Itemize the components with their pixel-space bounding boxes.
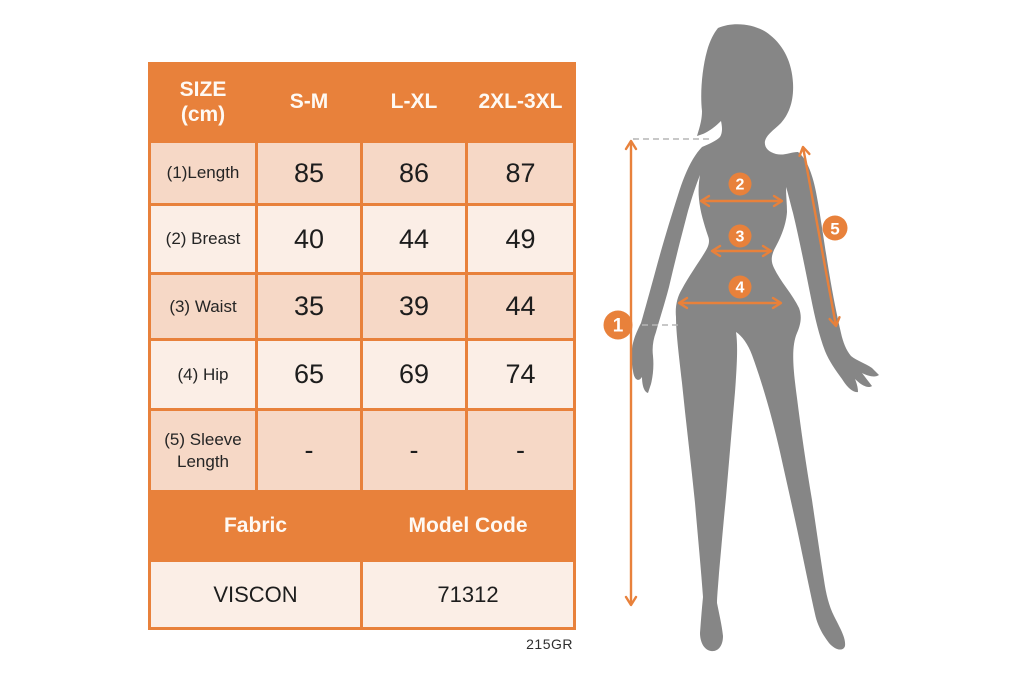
marker-3-number: 3 [736, 229, 745, 246]
weight-footnote: 215GR [526, 636, 573, 652]
marker-3: 3 [728, 224, 752, 248]
table-row-sleeve: (5) Sleeve Length - - - [148, 408, 576, 493]
column-header-2xl3xl: 2XL-3XL [465, 62, 576, 143]
size-header-label: SIZE (cm) [179, 78, 227, 126]
marker-2-number: 2 [736, 177, 745, 194]
breast-lxl-value: 44 [360, 203, 468, 275]
row-label-breast: (2) Breast [148, 203, 258, 275]
marker-2: 2 [728, 172, 752, 196]
model-code-value: 71312 [360, 559, 576, 630]
row-label-length: (1)Length [148, 140, 258, 206]
table-row-length: (1)Length 85 86 87 [148, 140, 576, 206]
length-2xl3xl-value: 87 [465, 140, 576, 206]
info-header-row: Fabric Model Code [148, 490, 576, 562]
sleeve-2xl3xl-value: - [465, 408, 576, 493]
hip-lxl-value: 69 [360, 338, 468, 411]
sleeve-sm-value: - [255, 408, 363, 493]
model-code-header: Model Code [360, 490, 576, 562]
row-label-hip: (4) Hip [148, 338, 258, 411]
marker-5: 5 [822, 215, 848, 241]
breast-2xl3xl-value: 49 [465, 203, 576, 275]
table-header-row: SIZE (cm) S-M L-XL 2XL-3XL [148, 62, 576, 143]
sleeve-lxl-value: - [360, 408, 468, 493]
table-row-waist: (3) Waist 35 39 44 [148, 272, 576, 341]
size-table: SIZE (cm) S-M L-XL 2XL-3XL (1)Length 85 … [148, 62, 576, 630]
info-value-row: VISCON 71312 [148, 559, 576, 630]
length-lxl-value: 86 [360, 140, 468, 206]
waist-lxl-value: 39 [360, 272, 468, 341]
marker-4: 4 [728, 275, 752, 299]
length-sm-value: 85 [255, 140, 363, 206]
fabric-value: VISCON [148, 559, 363, 630]
breast-sm-value: 40 [255, 203, 363, 275]
column-header-sm: S-M [255, 62, 363, 143]
marker-4-number: 4 [736, 280, 745, 297]
hip-2xl3xl-value: 74 [465, 338, 576, 411]
table-row-hip: (4) Hip 65 69 74 [148, 338, 576, 411]
table-row-breast: (2) Breast 40 44 49 [148, 203, 576, 275]
size-header-cell: SIZE (cm) [148, 62, 258, 143]
hip-sm-value: 65 [255, 338, 363, 411]
row-label-waist: (3) Waist [148, 272, 258, 341]
body-silhouette [631, 24, 879, 652]
waist-sm-value: 35 [255, 272, 363, 341]
column-header-lxl: L-XL [360, 62, 468, 143]
marker-1: 1 [603, 310, 633, 340]
sleeve-arrow [798, 145, 841, 328]
row-label-sleeve: (5) Sleeve Length [148, 408, 258, 493]
marker-5-number: 5 [830, 220, 839, 239]
marker-1-number: 1 [613, 316, 624, 337]
waist-2xl3xl-value: 44 [465, 272, 576, 341]
fabric-header: Fabric [148, 490, 363, 562]
